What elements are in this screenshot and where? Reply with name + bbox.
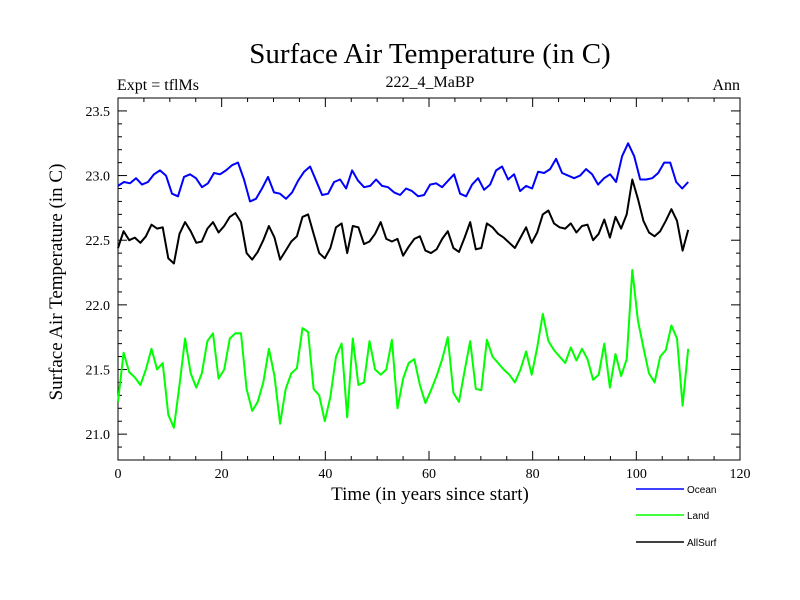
series-line-land (117, 269, 690, 429)
x-tick-label: 40 (318, 467, 332, 482)
y-tick-label: 23.0 (86, 170, 111, 185)
experiment-label: Expt = tflMs (117, 77, 199, 94)
series-line-allsurf (117, 178, 690, 265)
legend-label-ocean: Ocean (687, 485, 716, 496)
y-tick-label: 21.0 (86, 428, 111, 443)
x-tick-label: 60 (422, 467, 436, 482)
y-tick-label: 22.0 (86, 299, 111, 314)
y-tick-label: 23.5 (86, 105, 111, 120)
legend-label-land: Land (687, 511, 709, 522)
y-axis-label: Surface Air Temperature (in C) (46, 164, 67, 401)
axis-ticks: 0 20 40 60 80 100 120 21.0 21.5 22.0 22.5 23.0 23.5 (86, 98, 751, 482)
chart-title: Surface Air Temperature (in C) (249, 38, 610, 70)
x-tick-label: 100 (626, 467, 647, 482)
x-tick-label: 120 (730, 467, 751, 482)
legend-label-allsurf: AllSurf (687, 538, 717, 549)
data-series (117, 142, 690, 429)
series-line-ocean (117, 142, 689, 203)
x-axis-label: Time (in years since start) (331, 484, 529, 505)
y-tick-label: 22.5 (86, 234, 111, 249)
x-tick-label: 80 (526, 467, 540, 482)
x-tick-label: 20 (215, 467, 229, 482)
plot-frame (117, 97, 741, 461)
y-tick-label: 21.5 (86, 364, 111, 379)
season-label: Ann (712, 77, 740, 94)
chart-subtitle: 222_4_MaBP (386, 74, 475, 91)
x-tick-label: 0 (115, 467, 122, 482)
legend: Ocean Land AllSurf (636, 485, 717, 549)
